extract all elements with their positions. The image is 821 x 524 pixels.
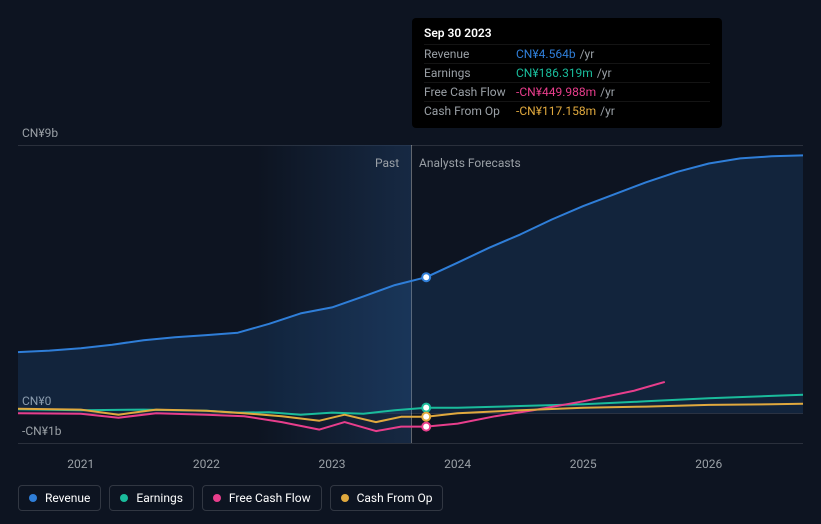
series-area-revenue (18, 155, 803, 413)
tooltip-value: CN¥186.319m (516, 66, 593, 80)
tooltip: Sep 30 2023RevenueCN¥4.564b/yrEarningsCN… (412, 18, 722, 128)
legend-swatch (120, 494, 128, 502)
tooltip-label: Revenue (424, 47, 516, 61)
tooltip-suffix: /yr (580, 47, 595, 61)
tooltip-suffix: /yr (600, 104, 615, 118)
tooltip-value: -CN¥449.988m (516, 85, 596, 99)
tooltip-row: Free Cash Flow-CN¥449.988m/yr (424, 82, 710, 101)
tooltip-label: Cash From Op (424, 104, 516, 118)
legend-label: Free Cash Flow (229, 491, 311, 505)
tooltip-value: CN¥4.564b (516, 47, 576, 61)
legend-swatch (213, 494, 221, 502)
legend: Revenue Earnings Free Cash Flow Cash From O… (18, 485, 443, 511)
tooltip-value: -CN¥117.158m (516, 104, 596, 118)
legend-label: Earnings (136, 491, 183, 505)
legend-item-cash_from_op[interactable]: Cash From Op (330, 485, 444, 511)
series-marker-earnings (422, 404, 430, 412)
series-marker-free_cash_flow (422, 423, 430, 431)
tooltip-row: RevenueCN¥4.564b/yr (424, 44, 710, 63)
legend-item-revenue[interactable]: Revenue (18, 485, 101, 511)
legend-swatch (341, 494, 349, 502)
tooltip-row: EarningsCN¥186.319m/yr (424, 63, 710, 82)
series-marker-cash_from_op (422, 413, 430, 421)
legend-label: Revenue (45, 491, 90, 505)
tooltip-suffix: /yr (600, 85, 615, 99)
series-marker-revenue (422, 273, 430, 281)
tooltip-label: Free Cash Flow (424, 85, 516, 99)
legend-item-earnings[interactable]: Earnings (109, 485, 194, 511)
tooltip-label: Earnings (424, 66, 516, 80)
tooltip-date: Sep 30 2023 (424, 26, 710, 40)
chart-container: CN¥9bCN¥0-CN¥1bPastAnalysts Forecasts202… (0, 0, 821, 524)
tooltip-row: Cash From Op-CN¥117.158m/yr (424, 101, 710, 120)
legend-label: Cash From Op (357, 491, 433, 505)
legend-item-free_cash_flow[interactable]: Free Cash Flow (202, 485, 322, 511)
tooltip-suffix: /yr (597, 66, 612, 80)
legend-swatch (29, 494, 37, 502)
